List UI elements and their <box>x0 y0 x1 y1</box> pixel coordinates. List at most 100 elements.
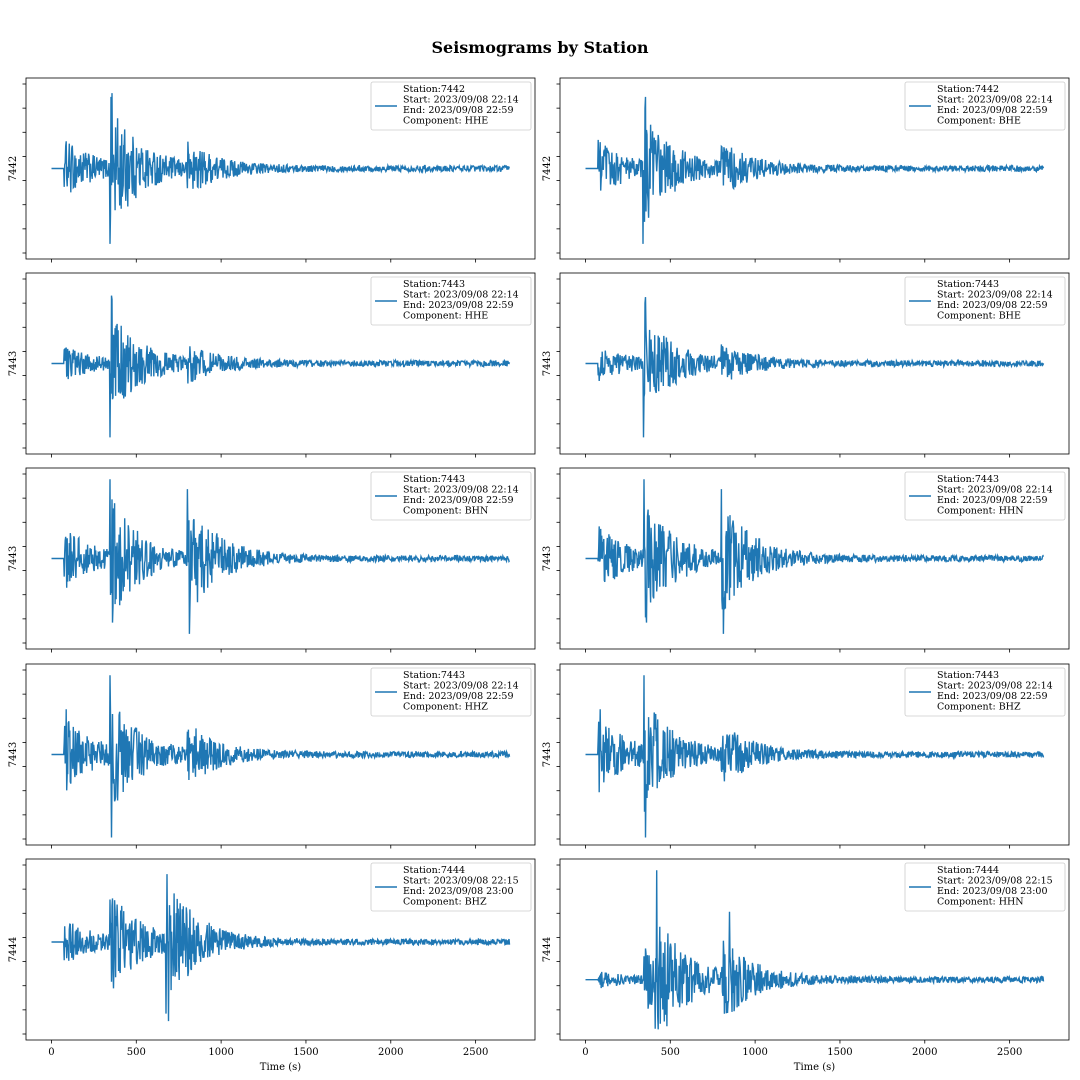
seismogram-trace <box>51 874 511 1022</box>
legend-entry: Start: 2023/09/08 22:14 <box>937 485 1053 496</box>
panel-frame <box>559 663 1070 846</box>
panel-frame <box>25 858 536 1041</box>
legend-entry: Station:7443 <box>937 670 999 681</box>
seismogram-trace <box>585 479 1045 634</box>
legend-entry: Station:7442 <box>403 84 465 95</box>
legend-entry: Component: BHZ <box>403 897 487 908</box>
legend-entry: End: 2023/09/08 22:59 <box>937 691 1048 702</box>
x-tick-label: 0 <box>48 1047 54 1058</box>
y-axis-label: 7443 <box>8 546 19 571</box>
x-tick-label: 2000 <box>912 1047 937 1058</box>
legend-entry: Station:7443 <box>937 474 999 485</box>
legend-box <box>370 81 532 131</box>
legend-entry: End: 2023/09/08 22:59 <box>403 495 514 506</box>
y-axis-label: 7442 <box>8 156 19 181</box>
seismogram-trace <box>585 297 1045 438</box>
y-axis-label: 7443 <box>542 351 553 376</box>
panel-frame <box>559 467 1070 650</box>
legend-box <box>904 667 1066 717</box>
seismogram-trace <box>585 96 1045 244</box>
legend-box <box>904 276 1066 326</box>
seismogram-trace <box>585 870 1045 1030</box>
y-axis-label: 7443 <box>8 351 19 376</box>
legend-entry: Start: 2023/09/08 22:14 <box>937 95 1053 106</box>
y-axis-label: 7443 <box>8 742 19 767</box>
x-axis-label: Time (s) <box>260 1062 301 1073</box>
legend-entry: Component: HHN <box>937 506 1024 517</box>
legend-entry: End: 2023/09/08 22:59 <box>403 691 514 702</box>
x-tick-label: 500 <box>661 1047 680 1058</box>
panel-frame <box>25 663 536 846</box>
legend-entry: Component: BHN <box>403 506 488 517</box>
x-tick-label: 1500 <box>827 1047 852 1058</box>
seismogram-trace <box>51 675 511 838</box>
seismogram-trace <box>51 479 511 634</box>
legend-entry: Start: 2023/09/08 22:15 <box>937 876 1053 887</box>
legend-entry: Component: BHE <box>937 311 1021 322</box>
legend-box <box>370 471 532 521</box>
legend-entry: Station:7442 <box>937 84 999 95</box>
panel-row5-left: 0 500 1000 1500 2000 2500 Time (s) 7444 Station:… <box>8 858 536 1073</box>
x-tick-label: 1500 <box>293 1047 318 1058</box>
panel-frame <box>559 77 1070 260</box>
legend-entry: Start: 2023/09/08 22:14 <box>403 95 519 106</box>
y-axis-label: 7443 <box>542 742 553 767</box>
x-tick-label: 2500 <box>463 1047 488 1058</box>
legend-entry: Component: HHZ <box>403 702 488 713</box>
panel-frame <box>25 77 536 260</box>
legend-box <box>370 667 532 717</box>
legend-box <box>904 471 1066 521</box>
legend-entry: Station:7443 <box>403 474 465 485</box>
x-tick-label: 0 <box>582 1047 588 1058</box>
legend-entry: Component: BHZ <box>937 702 1021 713</box>
legend-entry: Start: 2023/09/08 22:14 <box>937 681 1053 692</box>
seismogram-trace <box>51 93 511 244</box>
x-tick-label: 500 <box>127 1047 146 1058</box>
y-axis-label: 7444 <box>8 937 19 962</box>
legend-entry: Start: 2023/09/08 22:14 <box>403 681 519 692</box>
legend-entry: Component: BHE <box>937 116 1021 127</box>
legend-entry: Component: HHE <box>403 311 488 322</box>
legend-box <box>370 862 532 912</box>
seismogram-trace <box>51 295 511 438</box>
seismogram-trace <box>585 675 1045 838</box>
x-tick-label: 2000 <box>378 1047 403 1058</box>
legend-entry: Station:7443 <box>403 279 465 290</box>
legend-entry: Start: 2023/09/08 22:14 <box>403 485 519 496</box>
legend-box <box>370 276 532 326</box>
panel-frame <box>559 858 1070 1041</box>
y-axis-label: 7444 <box>542 937 553 962</box>
legend-entry: Start: 2023/09/08 22:14 <box>937 290 1053 301</box>
legend-entry: Component: HHN <box>937 897 1024 908</box>
legend-entry: Component: HHE <box>403 116 488 127</box>
legend-entry: End: 2023/09/08 22:59 <box>403 105 514 116</box>
panel-frame <box>25 272 536 455</box>
legend-entry: Station:7444 <box>937 865 999 876</box>
legend-entry: End: 2023/09/08 22:59 <box>937 300 1048 311</box>
legend-entry: Station:7443 <box>403 670 465 681</box>
legend-box <box>904 862 1066 912</box>
figure-title: Seismograms by Station <box>431 38 649 57</box>
panel-frame <box>25 467 536 650</box>
legend-entry: Start: 2023/09/08 22:15 <box>403 876 519 887</box>
legend-entry: End: 2023/09/08 22:59 <box>937 105 1048 116</box>
x-tick-label: 1000 <box>208 1047 233 1058</box>
legend-entry: Station:7443 <box>937 279 999 290</box>
legend-entry: End: 2023/09/08 22:59 <box>403 300 514 311</box>
legend-entry: End: 2023/09/08 22:59 <box>937 495 1048 506</box>
legend-entry: End: 2023/09/08 23:00 <box>403 886 514 897</box>
x-tick-label: 1000 <box>742 1047 767 1058</box>
